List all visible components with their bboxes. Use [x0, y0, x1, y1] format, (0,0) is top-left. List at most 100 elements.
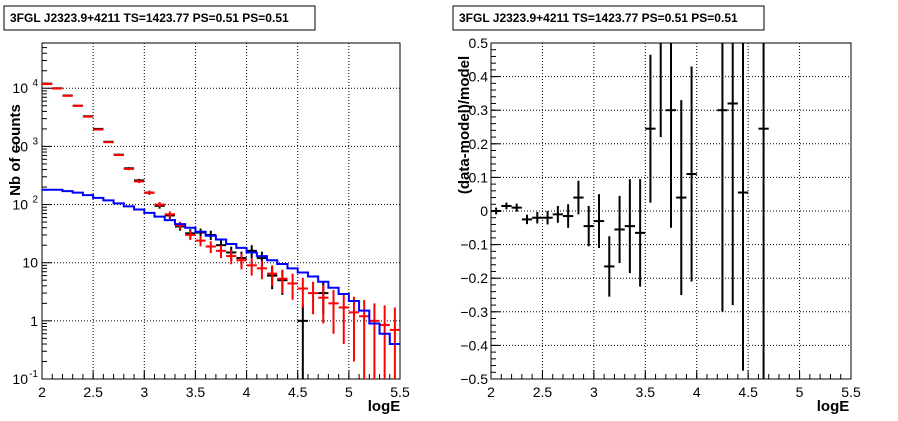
right-data-marks [491, 43, 769, 379]
right-y-axis-label: (data-model)/model [456, 56, 473, 194]
right-x-tick-label: 3.5 [636, 384, 656, 400]
left-series-1-point [318, 285, 329, 324]
right-y-tick-label: −0.5 [460, 371, 488, 387]
left-series-1-point [297, 277, 308, 308]
left-series-1-point [93, 128, 104, 131]
right-series-0-point [727, 43, 738, 306]
right-x-axis-label: logE [817, 398, 850, 415]
left-y-tick-exponent: 3 [32, 136, 38, 147]
left-data-marks [42, 82, 400, 379]
left-x-tick-label: 5 [345, 384, 353, 400]
left-series-1-point [52, 87, 63, 90]
right-series-0-point [686, 66, 697, 282]
left-series-1-point [348, 296, 360, 362]
left-series-1-point [379, 305, 390, 379]
right-series-0-point [563, 204, 574, 228]
right-x-tick-label: 4 [693, 384, 701, 400]
right-series-0-point [511, 203, 522, 212]
left-series-1-point [215, 245, 227, 259]
left-series-1-point [359, 299, 370, 379]
right-series-0-point [501, 202, 512, 210]
left-x-tick-label: 3.5 [186, 384, 206, 400]
left-series-1-point [185, 230, 196, 241]
left-series-1-point [154, 202, 165, 208]
left-series-1-point [287, 273, 298, 300]
left-series-1-point [236, 253, 247, 270]
left-x-tick-label: 2 [38, 384, 46, 400]
left-plot-frame [41, 42, 401, 380]
left-series-1-point [62, 94, 73, 97]
left-series-2-histogram [42, 188, 400, 345]
left-series-1-point [195, 235, 206, 247]
left-title-box [3, 5, 316, 31]
right-series-0-point [532, 212, 543, 224]
right-series-0-point [542, 211, 553, 225]
right-series-0-point [521, 214, 533, 225]
right-y-tick-label: −0.1 [460, 237, 488, 253]
left-x-axis-label: logE [368, 398, 401, 415]
right-series-0-point [676, 100, 687, 295]
right-x-tick-label: 4.5 [738, 384, 758, 400]
left-series-1-point [246, 258, 257, 276]
left-series-1-point [103, 141, 114, 144]
left-y-tick-label: 10 [22, 255, 38, 271]
right-y-tick-label: 0.4 [469, 69, 489, 85]
right-series-0-point [614, 195, 625, 264]
left-chart-title: 3FGL J2323.9+4211 TS=1423.77 PS=0.51 PS=… [10, 11, 289, 25]
left-series-1-point [123, 167, 135, 171]
left-y-tick-label: 10 [12, 371, 28, 387]
left-series-1-point [164, 211, 175, 218]
right-x-tick-label: 3 [590, 384, 598, 400]
left-series-1-point [256, 260, 268, 280]
left-y-tick-exponent: 2 [32, 195, 38, 206]
right-y-tick-label: 0 [480, 203, 488, 219]
right-series-0-point [737, 43, 749, 371]
left-x-tick-label: 3 [140, 384, 148, 400]
right-x-tick-label: 5 [796, 384, 804, 400]
left-series-1-point [307, 281, 319, 315]
left-x-tick-label: 4.5 [288, 384, 308, 400]
right-y-tick-label: 0.5 [469, 35, 489, 51]
left-y-tick-label: 10 [12, 80, 28, 96]
right-chart-title: 3FGL J2323.9+4211 TS=1423.77 PS=0.51 PS=… [459, 11, 738, 25]
right-series-0-point [665, 43, 677, 228]
left-series-1-point [267, 265, 278, 286]
right-series-0-point [573, 180, 584, 215]
left-series-0-point [297, 304, 308, 379]
left-y-axis-label: Nb of counts [7, 104, 24, 196]
right-series-0-point [758, 43, 769, 379]
right-y-tick-label: 0.3 [469, 102, 489, 118]
right-x-tick-label: 5.5 [841, 384, 861, 400]
left-series-1-point [134, 179, 145, 184]
right-y-tick-label: 0.2 [469, 136, 489, 152]
left-series-1-point [144, 190, 155, 195]
left-x-tick-label: 4 [243, 384, 251, 400]
left-series-1-point [205, 241, 216, 254]
right-series-0-point [635, 179, 646, 287]
right-series-0-point [645, 54, 656, 203]
right-axis-ticks: 2 2.5 3 3.5 4 4.5 5 5.5 −0.5 −0.4 −0.3 −0.2 −0.1 0 0.1… [460, 35, 861, 400]
left-y-tick-label: 10 [12, 138, 28, 154]
left-series-1-point [369, 303, 380, 379]
left-x-tick-label: 2.5 [83, 384, 103, 400]
right-y-tick-label: 0.1 [469, 169, 489, 185]
left-series-1-point [72, 104, 83, 107]
left-y-tick-label: 1 [30, 313, 38, 329]
right-title-box [452, 5, 765, 31]
left-series-1-point [328, 289, 339, 334]
left-series-1-point [82, 115, 94, 118]
left-y-tick-label: 10 [12, 197, 28, 213]
left-y-tick-exponent: -1 [29, 369, 38, 380]
right-series-0-point [593, 194, 605, 248]
right-series-0-point [583, 205, 594, 247]
left-series-1-point [277, 269, 288, 294]
left-x-tick-label: 5.5 [390, 384, 410, 400]
right-y-tick-label: −0.4 [460, 337, 488, 353]
right-x-tick-label: 2.5 [533, 384, 553, 400]
right-series-0-point [717, 43, 728, 312]
right-x-tick-label: 2 [487, 384, 495, 400]
right-series-0-point [552, 205, 563, 223]
